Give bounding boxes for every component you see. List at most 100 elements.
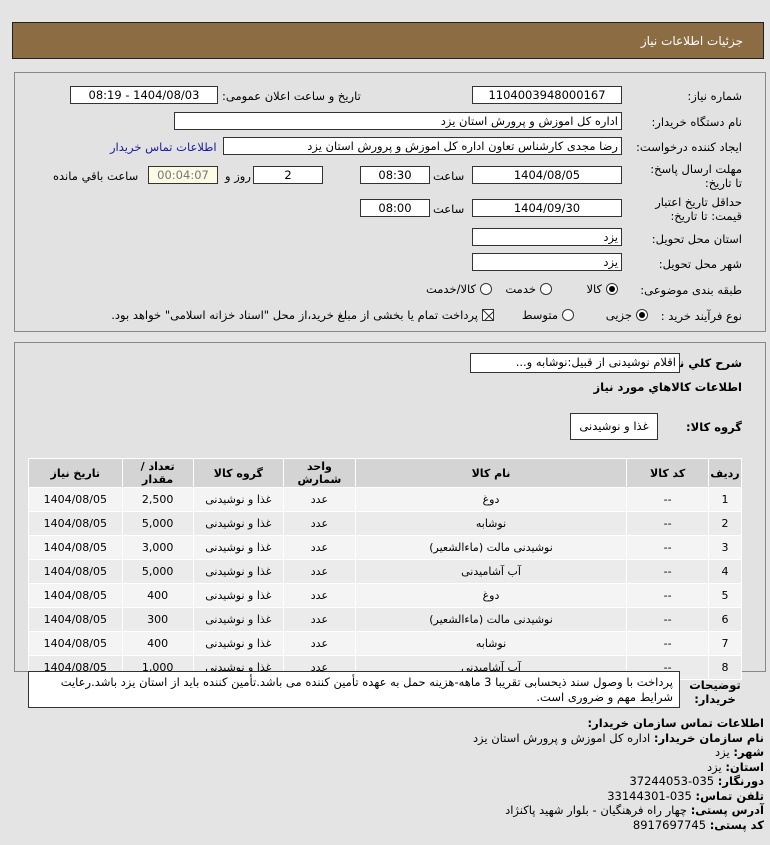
table-row: 7 -- نوشابه عدد غذا و نوشیدنی 400 1404/08/05 xyxy=(28,631,742,656)
remaining-time-field: 00:04:07 xyxy=(148,166,218,184)
category-label: طبقه بندی موضوعی: xyxy=(640,283,742,297)
col-date: تاریخ نیاز xyxy=(28,458,123,488)
contact-item: کد پستی: 8917697745 xyxy=(473,818,764,833)
item-name-cell: نوشابه xyxy=(354,631,628,656)
radio-icon[interactable] xyxy=(480,283,492,295)
need-date-cell: 1404/08/05 xyxy=(28,511,123,536)
buyer-description-label: توضیحات خریدار: xyxy=(689,678,741,706)
item-group-cell: غذا و نوشیدنی xyxy=(192,559,285,584)
item-group-cell: غذا و نوشیدنی xyxy=(192,487,285,512)
item-code-cell: -- xyxy=(626,559,710,584)
goods-section-title: اطلاعات كالاهاي مورد نياز xyxy=(593,380,742,394)
announce-field: 1404/08/03 - 08:19 xyxy=(70,86,218,104)
contact-item: نام سازمان خریدار: اداره کل اموزش و پرور… xyxy=(473,731,764,746)
deadline-label: مهلت ارسال پاسخ: تا تاریخ: xyxy=(650,162,742,190)
radio-icon[interactable] xyxy=(636,309,648,321)
radio-icon[interactable] xyxy=(540,283,552,295)
option-label: کالا/خدمت xyxy=(425,282,476,296)
row-number-cell: 3 xyxy=(708,535,742,560)
process-option-minor[interactable]: جزیی xyxy=(606,308,648,322)
creator-field: رضا مجدی کارشناس تعاون اداره کل اموزش و … xyxy=(223,137,622,155)
category-option-service[interactable]: خدمت xyxy=(505,282,552,296)
table-row: 8 -- آب آشامیدنی عدد غذا و نوشیدنی 1,000 1404/… xyxy=(28,655,742,680)
unit-cell: عدد xyxy=(283,607,356,632)
row-number-cell: 6 xyxy=(708,607,742,632)
col-row: ردیف xyxy=(708,458,742,488)
table-row: 6 -- نوشیدنی مالت (ماءالشعیر) عدد غذا و نوشی… xyxy=(28,607,742,632)
payment-treasury-checkbox[interactable]: پرداخت تمام یا بخشی از مبلغ خرید،از محل … xyxy=(111,308,494,322)
item-code-cell: -- xyxy=(626,511,710,536)
row-number-cell: 7 xyxy=(708,631,742,656)
announce-label: تاریخ و ساعت اعلان عمومی: xyxy=(222,89,361,103)
city-field: یزد xyxy=(472,253,622,271)
need-number-label: شماره نیاز: xyxy=(687,89,742,103)
category-option-both[interactable]: کالا/خدمت xyxy=(426,282,492,296)
buyer-contact-section: اطلاعات تماس سازمان خریدار: نام سازمان خ… xyxy=(473,716,764,832)
option-label: جزیی xyxy=(605,308,632,322)
col-code: کد کالا xyxy=(626,458,710,488)
buyer-description-field: پرداخت با وصول سند ذیحسابی تقریبا 3 ماهه… xyxy=(28,671,680,708)
process-option-medium[interactable]: متوسط xyxy=(522,308,574,322)
item-name-cell: نوشابه xyxy=(354,511,628,536)
unit-cell: عدد xyxy=(283,511,356,536)
city-label: شهر محل تحویل: xyxy=(658,257,742,271)
category-option-goods[interactable]: کالا xyxy=(586,282,618,296)
item-group-cell: غذا و نوشیدنی xyxy=(192,583,285,608)
validity-label: حداقل تاریخ اعتبار قیمت: تا تاریخ: xyxy=(655,195,742,223)
row-number-cell: 8 xyxy=(708,655,742,680)
validity-date-field: 1404/09/30 xyxy=(472,199,622,217)
quantity-cell: 5,000 xyxy=(121,511,194,536)
option-label: خدمت xyxy=(505,282,536,296)
table-row: 4 -- آب آشامیدنی عدد غذا و نوشیدنی 5,000 1404/… xyxy=(28,559,742,584)
payment-note: پرداخت تمام یا بخشی از مبلغ خرید،از محل … xyxy=(111,308,478,322)
page-header: جزئیات اطلاعات نیاز xyxy=(12,22,764,59)
contact-item-label: دورنگار: xyxy=(717,774,764,788)
contact-item-value: اداره کل اموزش و پرورش استان یزد xyxy=(472,730,651,745)
item-name-cell: نوشیدنی مالت (ماءالشعیر) xyxy=(354,607,628,632)
contact-item-value: 8917697745 xyxy=(632,817,707,832)
quantity-cell: 2,500 xyxy=(121,487,194,512)
contact-item-label: شهر: xyxy=(733,745,764,759)
item-name-cell: نوشیدنی مالت (ماءالشعیر) xyxy=(354,535,628,560)
item-name-cell: دوغ xyxy=(354,583,628,608)
contact-item: تلفن تماس: 035-33144301 xyxy=(473,789,764,804)
row-number-cell: 4 xyxy=(708,559,742,584)
remaining-label: ساعت باقي مانده xyxy=(53,169,139,183)
quantity-cell: 400 xyxy=(121,583,194,608)
buyer-contact-link[interactable]: اطلاعات تماس خریدار xyxy=(110,140,217,154)
process-label: نوع فرآیند خرید : xyxy=(660,309,742,323)
summary-label: شرح كلي نياز: xyxy=(659,356,742,370)
radio-icon[interactable] xyxy=(606,283,618,295)
days-field: 2 xyxy=(253,166,323,184)
contact-item: آدرس پستی: چهار راه فرهنگیان - بلوار شهی… xyxy=(473,803,764,818)
table-header-row: ردیف کد کالا نام کالا واحد شمارش گروه کا… xyxy=(28,458,742,488)
contact-item-value: 035-33144301 xyxy=(607,788,692,803)
radio-icon[interactable] xyxy=(562,309,574,321)
table-row: 2 -- نوشابه عدد غذا و نوشیدنی 5,000 1404/08/05 xyxy=(28,511,742,536)
contact-item-value: یزد xyxy=(706,759,722,774)
contact-item-value: 035-37244053 xyxy=(629,774,715,788)
item-group-cell: غذا و نوشیدنی xyxy=(192,535,285,560)
quantity-cell: 3,000 xyxy=(121,535,194,560)
contact-item-value: یزد xyxy=(715,745,730,759)
contact-title: اطلاعات تماس سازمان خریدار: xyxy=(587,716,764,730)
item-code-cell: -- xyxy=(626,487,710,512)
unit-cell: عدد xyxy=(283,487,356,512)
item-code-cell: -- xyxy=(626,583,710,608)
validity-hour-label: ساعت xyxy=(433,202,465,216)
province-label: استان محل تحویل: xyxy=(651,232,742,246)
item-group-cell: غذا و نوشیدنی xyxy=(192,511,285,536)
col-name: نام کالا xyxy=(354,458,628,488)
buyer-field: اداره کل اموزش و پرورش استان یزد xyxy=(174,112,622,130)
checkbox-icon[interactable] xyxy=(482,309,494,321)
row-number-cell: 5 xyxy=(708,583,742,608)
col-unit: واحد شمارش xyxy=(283,458,356,488)
item-code-cell: -- xyxy=(626,535,710,560)
province-field: یزد xyxy=(472,228,622,246)
table-row: 1 -- دوغ عدد غذا و نوشیدنی 2,500 1404/08/05 xyxy=(28,487,742,512)
need-date-cell: 1404/08/05 xyxy=(28,559,123,584)
quantity-cell: 400 xyxy=(121,631,194,656)
validity-time-field: 08:00 xyxy=(360,199,430,217)
unit-cell: عدد xyxy=(283,559,356,584)
row-number-cell: 1 xyxy=(708,487,742,512)
